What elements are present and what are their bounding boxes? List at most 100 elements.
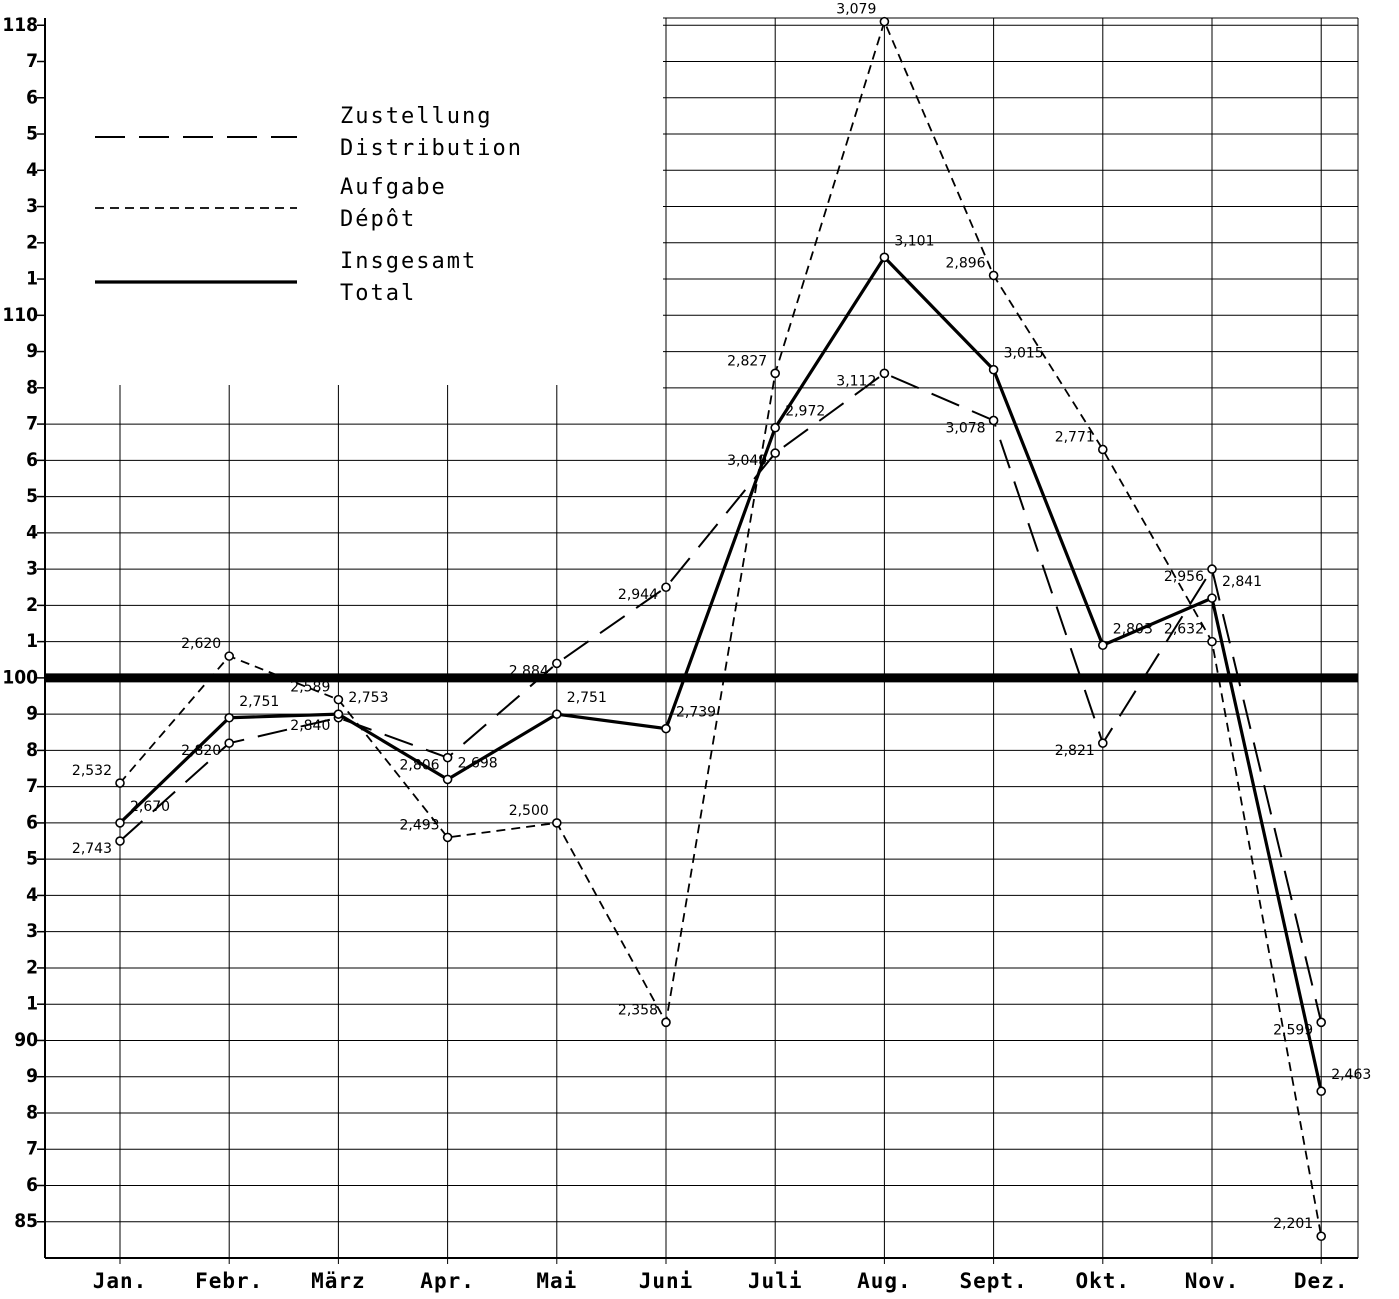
y-tick-label: 4	[26, 521, 38, 543]
point	[770, 448, 781, 458]
point	[770, 368, 781, 379]
y-tick-label: 4	[26, 884, 38, 906]
point-label: 2,698	[458, 755, 498, 771]
y-tick-label: 7	[26, 1138, 38, 1160]
y-tick-label: 9	[26, 703, 38, 725]
point-label: 2,739	[676, 705, 716, 721]
series-line	[118, 254, 1323, 1092]
point-label: 2,670	[130, 799, 170, 815]
point-label: 2,753	[348, 690, 388, 706]
point	[115, 836, 125, 846]
point-label: 3,101	[894, 233, 934, 249]
y-tick-label: 1	[26, 630, 38, 652]
point-label: 3,112	[836, 373, 876, 389]
point	[1098, 640, 1108, 651]
point-label: 2,771	[1055, 429, 1095, 445]
point	[224, 651, 234, 661]
point	[551, 818, 562, 828]
legend-sublabel: Total	[340, 281, 416, 306]
point-label: 2,751	[567, 690, 607, 706]
point-label: 3,049	[727, 453, 767, 469]
y-tick-label: 85	[14, 1210, 38, 1232]
point	[1098, 738, 1108, 748]
y-tick-label: 6	[26, 86, 38, 108]
y-tick-label: 7	[26, 413, 38, 435]
y-tick-label: 2	[26, 231, 38, 253]
point-label: 2,463	[1331, 1067, 1371, 1083]
point	[1316, 1231, 1326, 1242]
series-line	[119, 372, 1323, 1023]
y-tick-label: 110	[2, 304, 38, 326]
x-tick-label: Febr.	[195, 1269, 263, 1293]
point	[115, 778, 125, 788]
point	[1207, 636, 1217, 647]
y-tick-label: 100	[2, 666, 38, 688]
y-tick-label: 3	[26, 558, 38, 580]
y-tick-label: 2	[26, 594, 38, 616]
x-tick-label: Okt.	[1076, 1269, 1131, 1293]
y-tick-label: 8	[26, 739, 38, 761]
legend-sublabel: Distribution	[340, 136, 523, 161]
y-tick-label: 8	[26, 376, 38, 398]
point-label: 2,827	[727, 353, 767, 369]
point	[988, 415, 999, 426]
y-tick-label: 1	[26, 268, 38, 290]
x-tick-label: Dez.	[1294, 1269, 1349, 1293]
x-tick-label: März	[311, 1269, 366, 1293]
legend-label: Zustellung	[340, 104, 492, 129]
y-tick-label: 2	[26, 956, 38, 978]
point-label: 2,972	[785, 404, 825, 420]
point	[661, 723, 671, 734]
y-tick-label: 5	[26, 123, 38, 145]
point	[1207, 564, 1217, 574]
point	[551, 658, 562, 669]
y-tick-label: 118	[2, 14, 38, 36]
point	[1207, 593, 1217, 603]
point-label: 2,956	[1164, 569, 1204, 585]
y-tick-label: 9	[26, 340, 38, 362]
y-tick-label: 7	[26, 775, 38, 797]
y-tick-label: 6	[26, 1174, 38, 1196]
y-tick-label: 4	[26, 159, 38, 181]
point-label: 3,079	[836, 2, 876, 18]
x-tick-label: Jan.	[93, 1269, 148, 1293]
point-label: 2,944	[618, 587, 658, 603]
x-tick-label: Mai	[536, 1269, 577, 1293]
legend-sublabel: Dépôt	[340, 207, 416, 232]
y-tick-label: 9	[26, 1065, 38, 1087]
point	[879, 16, 890, 27]
point-label: 2,896	[946, 255, 986, 271]
point-label: 2,532	[72, 763, 112, 779]
x-tick-label: Aug.	[857, 1269, 912, 1293]
point-label: 3,078	[946, 420, 986, 436]
point	[1316, 1017, 1326, 1028]
point	[1316, 1086, 1326, 1097]
y-tick-label: 1	[26, 993, 38, 1015]
point	[988, 270, 999, 281]
x-tick-label: Nov.	[1185, 1269, 1240, 1293]
y-tick-label: 8	[26, 1101, 38, 1123]
point	[661, 1017, 671, 1028]
y-tick-label: 3	[26, 920, 38, 942]
point	[333, 709, 344, 719]
point	[1098, 444, 1108, 455]
point	[442, 774, 453, 785]
point-label: 2,201	[1273, 1216, 1313, 1232]
y-tick-label: 90	[14, 1029, 38, 1051]
point-label: 2,358	[618, 1002, 658, 1018]
point-label: 2,840	[290, 718, 330, 734]
point	[551, 709, 562, 719]
y-tick-label: 3	[26, 195, 38, 217]
point	[442, 832, 453, 843]
y-tick-label: 5	[26, 485, 38, 507]
legend-label: Insgesamt	[340, 249, 477, 274]
x-tick-label: Juli	[748, 1269, 803, 1293]
point-label: 2,620	[181, 636, 221, 652]
y-tick-label: 6	[26, 811, 38, 833]
point	[115, 818, 125, 828]
point-label: 2,500	[509, 803, 549, 819]
x-tick-label: Apr.	[420, 1269, 475, 1293]
point-label: 3,015	[1004, 346, 1044, 362]
x-tick-label: Sept.	[959, 1269, 1027, 1293]
